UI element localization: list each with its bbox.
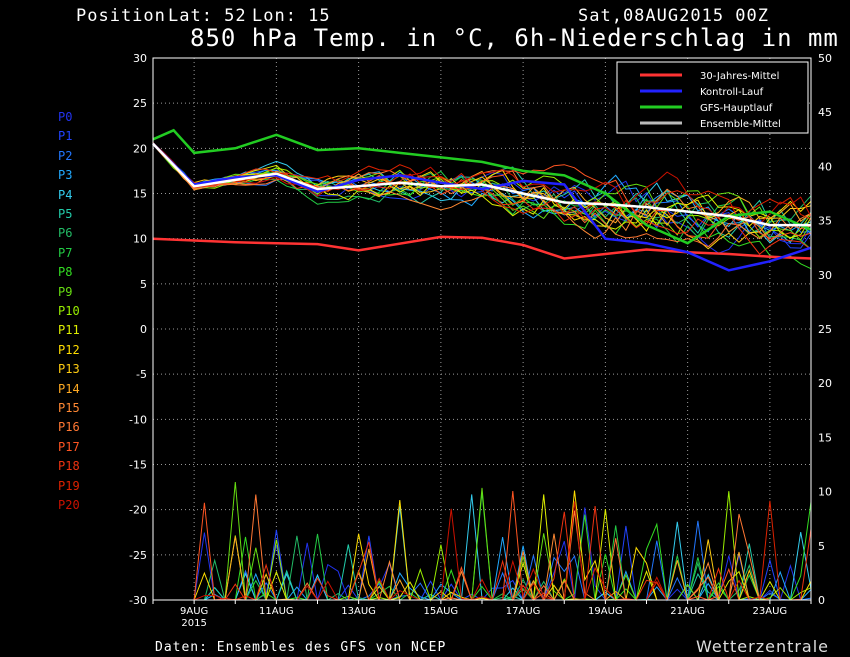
x-tick-label: 23AUG <box>753 606 788 617</box>
ensemble-member-line <box>152 144 812 240</box>
y-tick-label-right: 45 <box>818 106 832 119</box>
y-tick-label-left: -30 <box>129 594 147 607</box>
data-source: Daten: Ensembles des GFS von NCEP <box>155 640 447 655</box>
ensemble-member-line <box>152 142 812 225</box>
x-tick-label: 21AUG <box>670 606 705 617</box>
x-tick-label: 9AUG <box>180 606 208 617</box>
series-line--jahres-mittel <box>152 235 812 260</box>
y-tick-label-left: -20 <box>129 504 147 517</box>
y-tick-label-left: -25 <box>129 549 147 562</box>
brand-label: Wetterzentrale <box>696 637 830 656</box>
member-label: P18 <box>58 459 80 474</box>
y-tick-label-left: 30 <box>133 52 147 65</box>
member-label: P14 <box>58 381 80 396</box>
member-label: P7 <box>58 245 73 260</box>
y-tick-label-left: 10 <box>133 233 147 246</box>
y-tick-label-left: 5 <box>140 278 147 291</box>
ensemble-member-line <box>152 144 812 240</box>
y-tick-label-right: 0 <box>818 594 825 607</box>
member-label: P15 <box>58 401 80 415</box>
y-tick-label-left: 15 <box>133 188 147 201</box>
legend-label: 30-Jahres-Mittel <box>700 71 779 82</box>
member-label: P20 <box>58 498 80 512</box>
x-tick-year: 2015 <box>181 618 206 629</box>
member-label: P9 <box>58 284 73 299</box>
position-label: Position <box>76 6 166 26</box>
member-label: P6 <box>58 226 73 241</box>
y-tick-label-right: 35 <box>818 215 832 228</box>
y-tick-label-left: 20 <box>133 142 147 155</box>
member-label: P2 <box>58 148 73 163</box>
legend-label: Kontroll-Lauf <box>700 87 764 98</box>
legend: 30-Jahres-Mittel Kontroll-Lauf GFS-Hauptla… <box>616 61 809 134</box>
y-tick-label-left: 0 <box>140 323 147 336</box>
ensemble-member-line <box>152 143 812 241</box>
legend-label: GFS-Hauptlauf <box>700 103 773 114</box>
member-label: P11 <box>58 323 80 338</box>
y-tick-label-right: 5 <box>818 540 825 553</box>
y-tick-label-right: 15 <box>818 431 832 444</box>
lat-label: Lat: 52 <box>168 6 247 26</box>
legend-label: Ensemble-Mittel <box>700 119 781 130</box>
x-tick-label: 19AUG <box>588 606 623 617</box>
y-tick-label-left: -15 <box>129 459 147 472</box>
y-tick-label-right: 40 <box>818 160 832 173</box>
y-tick-label-right: 30 <box>818 269 832 282</box>
y-tick-label-right: 20 <box>818 377 832 390</box>
x-tick-label: 15AUG <box>424 606 459 617</box>
run-datetime: Sat,08AUG2015 00Z <box>578 6 769 26</box>
y-tick-label-left: -5 <box>136 368 147 381</box>
member-label: P0 <box>58 110 73 124</box>
series-line-gfs-hauptlauf <box>152 128 812 245</box>
member-label: P19 <box>58 478 80 493</box>
x-tick-label: 11AUG <box>259 606 294 617</box>
ensemble-member-line <box>152 143 812 235</box>
y-tick-label-right: 25 <box>818 323 832 336</box>
member-label: P4 <box>58 187 73 202</box>
member-label: P5 <box>58 207 73 221</box>
member-label: P13 <box>58 362 80 377</box>
y-tick-label-right: 50 <box>818 52 832 65</box>
member-label: P16 <box>58 420 80 435</box>
member-label: P17 <box>58 439 80 454</box>
series-line-ensemble-mittel <box>152 142 811 227</box>
x-tick-label: 13AUG <box>341 606 376 617</box>
member-label: P12 <box>58 342 80 357</box>
y-tick-label-left: 25 <box>133 97 147 110</box>
x-tick-label: 17AUG <box>506 606 541 617</box>
member-label: P10 <box>58 304 80 318</box>
member-label: P3 <box>58 168 73 183</box>
member-label: P8 <box>58 265 73 280</box>
chart-title: 850 hPa Temp. in °C, 6h-Niederschlag in … <box>190 24 839 52</box>
member-label: P1 <box>58 129 73 144</box>
y-tick-label-left: -10 <box>129 413 147 426</box>
y-tick-label-right: 10 <box>818 486 832 499</box>
lon-label: Lon: 15 <box>252 6 331 26</box>
